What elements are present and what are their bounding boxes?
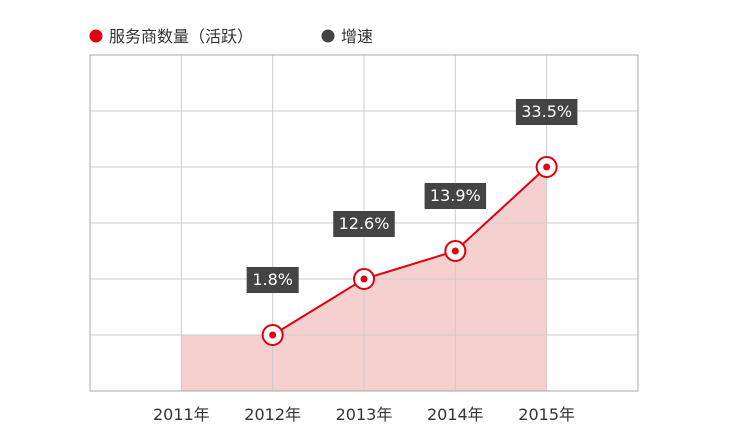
data-label-growth-text: 12.6% bbox=[339, 214, 390, 233]
x-axis-ticks: 2011年 2012年 2013年 2014年 2015年 bbox=[153, 405, 575, 424]
x-tick-label: 2013年 bbox=[336, 405, 393, 424]
marker-dot bbox=[543, 163, 551, 171]
data-point-marker bbox=[444, 240, 467, 262]
plot-area: 1.8% 12.6% 13.9% 33.5% bbox=[89, 54, 639, 392]
legend-label-growth: 增速 bbox=[341, 27, 373, 46]
data-point-marker bbox=[261, 324, 284, 346]
data-label-growth-box bbox=[515, 99, 578, 125]
data-label-growth-text: 33.5% bbox=[521, 102, 572, 121]
x-tick-label: 2015年 bbox=[518, 405, 575, 424]
data-label-growth: 1.8% bbox=[246, 267, 299, 293]
series-line bbox=[272, 166, 548, 336]
marker-dot bbox=[269, 331, 277, 339]
data-label-growth: 33.5% bbox=[515, 99, 578, 125]
x-tick-label: 2012年 bbox=[244, 405, 301, 424]
data-label-growth: 13.9% bbox=[424, 183, 487, 209]
data-label-growth-text: 1.8% bbox=[252, 270, 293, 289]
data-label-growth-box bbox=[333, 211, 395, 237]
plot-border bbox=[89, 54, 639, 392]
legend: 服务商数量（活跃） 增速 bbox=[89, 27, 373, 46]
data-point-marker bbox=[353, 268, 375, 290]
x-tick-label: 2011年 bbox=[153, 405, 210, 424]
legend-marker-growth bbox=[321, 29, 335, 43]
data-label-growth-text: 13.9% bbox=[430, 186, 481, 205]
marker-dot bbox=[451, 247, 459, 255]
data-label-growth: 12.6% bbox=[333, 211, 395, 237]
data-point-marker bbox=[535, 156, 558, 178]
legend-label-active-providers: 服务商数量（活跃） bbox=[109, 27, 253, 46]
data-label-growth-box bbox=[424, 183, 487, 209]
x-tick-label: 2014年 bbox=[427, 405, 484, 424]
data-label-growth-box bbox=[246, 267, 299, 293]
legend-marker-active-providers bbox=[89, 29, 103, 43]
marker-dot bbox=[360, 275, 368, 283]
